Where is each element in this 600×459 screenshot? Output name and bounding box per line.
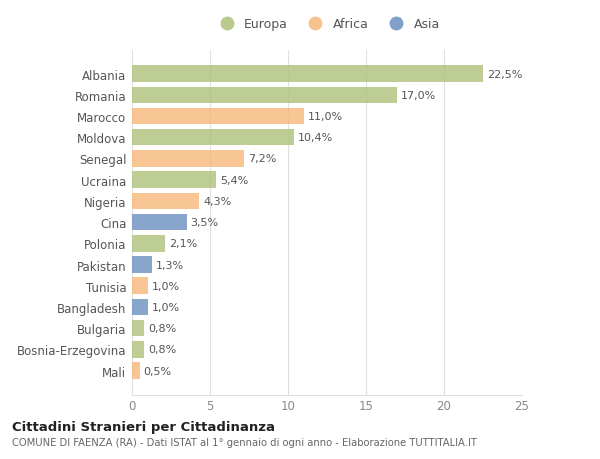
Text: 4,3%: 4,3% [203, 196, 231, 207]
Text: 11,0%: 11,0% [308, 112, 343, 122]
Text: 5,4%: 5,4% [220, 175, 248, 185]
Text: 3,5%: 3,5% [191, 218, 218, 228]
Text: 0,8%: 0,8% [148, 345, 176, 355]
Bar [132, 193, 199, 210]
Bar [132, 257, 152, 273]
Bar [132, 341, 145, 358]
Text: 1,0%: 1,0% [151, 302, 179, 312]
Text: 10,4%: 10,4% [298, 133, 334, 143]
Bar [132, 129, 294, 146]
Text: 7,2%: 7,2% [248, 154, 277, 164]
Text: 1,0%: 1,0% [151, 281, 179, 291]
Bar [132, 278, 148, 294]
Text: COMUNE DI FAENZA (RA) - Dati ISTAT al 1° gennaio di ogni anno - Elaborazione TUT: COMUNE DI FAENZA (RA) - Dati ISTAT al 1°… [12, 437, 477, 447]
Text: 22,5%: 22,5% [487, 69, 522, 79]
Text: 1,3%: 1,3% [156, 260, 184, 270]
Bar [132, 87, 397, 104]
Bar [132, 320, 145, 337]
Bar [132, 66, 483, 83]
Text: Cittadini Stranieri per Cittadinanza: Cittadini Stranieri per Cittadinanza [12, 420, 275, 433]
Text: 2,1%: 2,1% [169, 239, 197, 249]
Text: 17,0%: 17,0% [401, 90, 436, 101]
Bar [132, 299, 148, 316]
Bar [132, 214, 187, 231]
Bar [132, 235, 165, 252]
Bar [132, 108, 304, 125]
Text: 0,5%: 0,5% [144, 366, 172, 376]
Text: 0,8%: 0,8% [148, 324, 176, 334]
Bar [132, 151, 244, 168]
Legend: Europa, Africa, Asia: Europa, Africa, Asia [212, 16, 443, 34]
Bar [132, 172, 216, 189]
Bar [132, 363, 140, 379]
